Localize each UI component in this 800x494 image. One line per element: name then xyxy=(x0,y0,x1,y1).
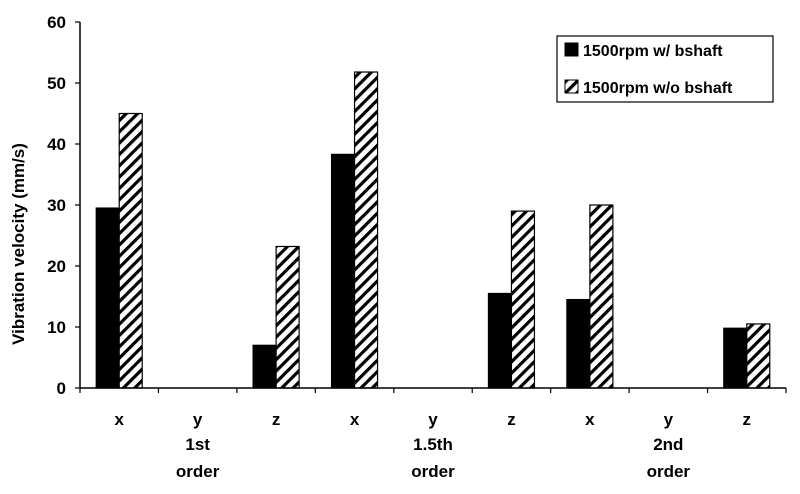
group-labels: 1st order 1.5th order 2nd order xyxy=(176,435,691,481)
x-category-label: y xyxy=(193,410,203,429)
x-category-label: z xyxy=(743,410,752,429)
group-label-line2: order xyxy=(411,462,455,481)
x-category-label: x xyxy=(585,410,595,429)
bar-w-bshaft xyxy=(252,344,277,389)
bar-wo-bshaft xyxy=(746,323,771,389)
legend-box xyxy=(556,35,774,103)
bar-wo-bshaft xyxy=(353,71,379,389)
x-category-label: y xyxy=(664,410,674,429)
x-category-label: z xyxy=(272,410,281,429)
x-category-label: z xyxy=(507,410,516,429)
bar-w-bshaft xyxy=(723,327,748,389)
group-label-line1: 1.5th xyxy=(413,435,453,454)
group-label-line2: order xyxy=(176,462,220,481)
y-tick-label: 0 xyxy=(57,379,66,398)
bar-wo-bshaft xyxy=(589,204,614,389)
x-category-label: y xyxy=(428,410,438,429)
bar-wo-bshaft xyxy=(510,210,536,389)
y-tick-label: 10 xyxy=(47,318,66,337)
bar-w-bshaft xyxy=(95,207,120,389)
group-label-line1: 1st xyxy=(185,435,210,454)
bar-wo-bshaft xyxy=(275,245,300,389)
legend-label-w-bshaft: 1500rpm w/ bshaft xyxy=(583,43,723,60)
x-category-label: x xyxy=(350,410,360,429)
y-axis-title: Vibration velocity (mm/s) xyxy=(9,143,28,345)
legend-label-wo-bshaft: 1500rpm w/o bshaft xyxy=(583,80,733,97)
bar-w-bshaft xyxy=(487,292,513,389)
y-tick-label: 50 xyxy=(47,74,66,93)
legend: 1500rpm w/ bshaft 1500rpm w/o bshaft xyxy=(556,35,774,103)
group-label-line2: order xyxy=(647,462,691,481)
bars xyxy=(95,71,771,389)
y-tick-label: 40 xyxy=(47,135,66,154)
y-tick-label: 60 xyxy=(47,13,66,32)
y-axis-ticks: 0 10 20 30 40 50 60 xyxy=(47,13,80,398)
group-label-line1: 2nd xyxy=(653,435,683,454)
bar-wo-bshaft xyxy=(118,112,143,389)
x-category-label: x xyxy=(114,410,124,429)
bar-w-bshaft xyxy=(566,298,591,389)
legend-swatch-w-bshaft xyxy=(564,42,579,57)
legend-swatch-wo-bshaft xyxy=(564,79,579,94)
bar-w-bshaft xyxy=(330,153,356,389)
y-tick-label: 20 xyxy=(47,257,66,276)
y-tick-label: 30 xyxy=(47,196,66,215)
